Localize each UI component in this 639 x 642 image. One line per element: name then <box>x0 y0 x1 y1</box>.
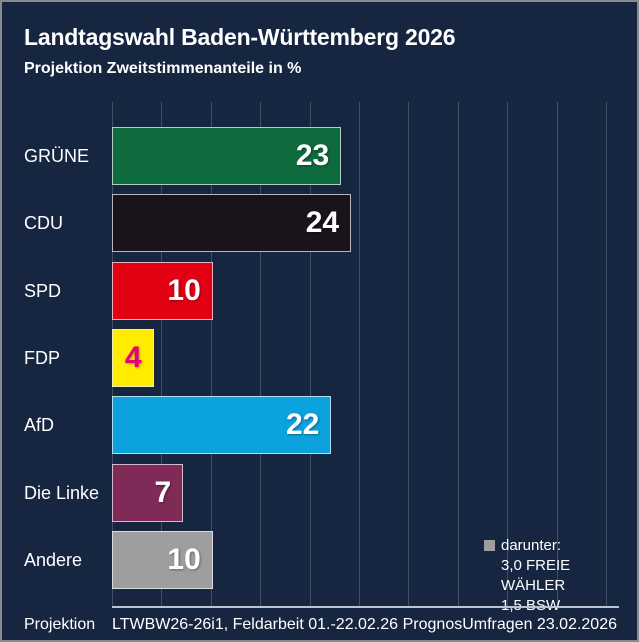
bar-row: Die Linke 7 <box>2 463 637 522</box>
bar-value: 7 <box>154 475 172 509</box>
bar-row: Andere 10 <box>2 530 637 589</box>
footer: Projektion LTWBW26-26i1, Feldarbeit 01.-… <box>2 613 637 639</box>
bar-row: GRÜNE 23 <box>2 127 637 185</box>
bar-afd: 22 <box>112 396 332 455</box>
bar-row: FDP 4 <box>2 328 637 387</box>
annotation-line: 1,5 BSW <box>484 596 637 616</box>
annotation-darunter: darunter: 3,0 FREIE WÄHLER 1,5 BSW <box>484 536 637 616</box>
bar-value: 10 <box>167 273 201 307</box>
bar-value: 22 <box>285 408 320 442</box>
x-axis-line <box>112 606 619 608</box>
category-label: GRÜNE <box>24 146 90 166</box>
gridline <box>606 102 607 607</box>
footer-publisher-label: PrognosUmfragen 23.02.2026 <box>402 616 617 633</box>
category-label: FDP <box>24 347 60 368</box>
bar-value: 23 <box>295 139 330 172</box>
page-title: Landtagswahl Baden-Württemberg 2026 <box>24 24 456 50</box>
gridline <box>408 102 410 607</box>
category-label: Die Linke <box>24 482 100 503</box>
gridline <box>457 102 459 607</box>
gridline <box>309 102 311 607</box>
footer-left-label: Projektion <box>24 616 96 633</box>
gridline <box>556 102 558 607</box>
bar-spd: 10 <box>112 261 213 320</box>
category-label: CDU <box>24 213 63 234</box>
bar-andere: 10 <box>112 530 213 589</box>
annotation-line: darunter: <box>484 536 637 556</box>
page-subtitle: Projektion Zweitstimmenanteile in % <box>24 60 302 77</box>
bar-row: SPD 10 <box>2 261 637 320</box>
gridline <box>161 102 163 607</box>
bar-value: 4 <box>124 340 142 374</box>
bar-chart: GRÜNE 23 CDU 24 SPD 10 FDP 4 AfD 22 Die Linke 7 Ande… <box>2 102 637 614</box>
bar-row: AfD 22 <box>2 396 637 455</box>
bar-value: 24 <box>305 206 340 240</box>
gridline <box>359 102 360 607</box>
bar-cdu: 24 <box>112 194 352 253</box>
category-label: Andere <box>24 549 83 570</box>
footer-source-label: LTWBW26-26i1, Feldarbeit 01.-22.02.26 <box>112 616 399 633</box>
category-label: AfD <box>24 415 55 436</box>
bar-die-linke: 7 <box>112 463 184 522</box>
annotation-line: 3,0 FREIE WÄHLER <box>501 557 571 594</box>
gridline <box>210 102 212 607</box>
bar-row: CDU 24 <box>2 194 637 253</box>
bar-fdp: 4 <box>112 328 154 387</box>
bar-grüne: 23 <box>112 127 342 185</box>
annotation-text: darunter: <box>501 537 562 554</box>
gridline <box>507 102 509 607</box>
bar-value: 10 <box>167 542 201 576</box>
category-label: SPD <box>24 280 62 301</box>
legend-square-icon <box>484 540 495 551</box>
gridline <box>260 102 262 607</box>
